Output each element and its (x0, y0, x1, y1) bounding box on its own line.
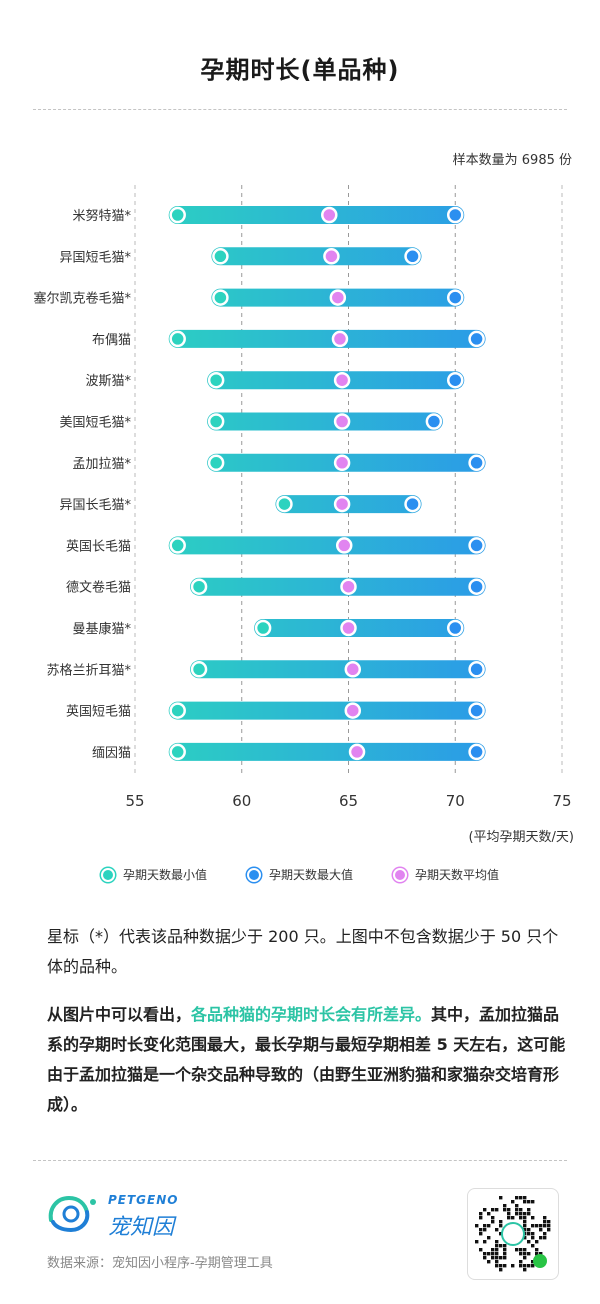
min-point (169, 206, 186, 224)
x-tick-label: 70 (446, 792, 465, 810)
legend-item-max: 孕期天数最大值 (246, 866, 353, 883)
min-point (169, 743, 186, 761)
max-point (468, 702, 485, 719)
avg-point (331, 330, 349, 348)
brand-name-en: PETGENO (108, 1193, 179, 1207)
max-point (468, 661, 485, 678)
category-label: 孟加拉猫* (72, 457, 131, 472)
max-point (404, 248, 421, 265)
x-tick-label: 55 (125, 792, 144, 810)
avg-point (340, 619, 357, 637)
min-point (254, 619, 272, 637)
x-axis-unit-label: (平均孕期天数/天) (468, 830, 574, 845)
avg-point (344, 702, 362, 719)
max-point (468, 578, 485, 595)
range-bar (168, 536, 486, 555)
min-point (212, 248, 229, 265)
avg-point (340, 578, 357, 595)
avg-point (333, 371, 351, 389)
category-label: 英国长毛猫 (66, 539, 131, 554)
category-label: 塞尔凯克卷毛猫* (33, 291, 131, 307)
max-point (447, 371, 464, 389)
avg-point (335, 537, 353, 554)
avg-point (321, 206, 338, 224)
category-label: 缅因猫 (92, 746, 131, 761)
min-point (169, 537, 186, 554)
chart-title: 孕期时长(单品种) (200, 56, 400, 84)
category-label: 布偶猫 (92, 333, 131, 348)
summary-part1: 从图片中可以看出， (47, 1005, 192, 1024)
legend-max-label: 孕期天数最大值 (268, 868, 353, 882)
footnote-text: 星标（*）代表该品种数据少于 200 只。上图中不包含数据少于 50 只个体的品… (47, 927, 559, 976)
max-point (447, 619, 464, 637)
min-point (190, 578, 208, 595)
min-point (169, 702, 186, 719)
x-tick-label: 65 (339, 792, 358, 810)
avg-point (329, 289, 347, 306)
min-point (212, 289, 229, 306)
max-point (404, 495, 421, 513)
legend-max-swatch (246, 867, 261, 882)
max-point (447, 289, 464, 306)
legend: 孕期天数最小值 孕期天数最大值 孕期天数平均值 (0, 866, 600, 883)
category-label: 曼基康猫* (72, 621, 131, 637)
range-bar (211, 247, 422, 266)
max-point (468, 743, 485, 761)
min-point (169, 330, 186, 348)
category-label: 苏格兰折耳猫* (46, 662, 131, 678)
range-bar (190, 577, 486, 596)
min-point (207, 413, 225, 430)
max-point (447, 206, 464, 224)
category-label: 德文卷毛猫 (66, 580, 131, 596)
summary-part2: 其中，孟加拉猫品系的孕期时长变化范围最大，最长孕期与最短孕期相差 5 天左右，这… (47, 1005, 566, 1114)
min-point (276, 495, 293, 513)
summary-paragraph: 从图片中可以看出，各品种猫的孕期时长会有所差异。其中，孟加拉猫品系的孕期时长变化… (47, 1000, 567, 1120)
range-bar (168, 329, 486, 348)
range-bar (207, 412, 443, 431)
legend-avg-label: 孕期天数平均值 (415, 868, 500, 882)
qr-code-icon (475, 1196, 551, 1272)
petgeno-logo-icon (48, 1195, 96, 1233)
range-bar (254, 619, 465, 637)
summary-highlight: 各品种猫的孕期时长会有所差异。 (191, 1005, 432, 1024)
min-point (207, 454, 225, 472)
category-label: 米努特猫* (72, 209, 131, 224)
range-bar (168, 742, 486, 761)
legend-min-label: 孕期天数最小值 (122, 868, 207, 882)
legend-min-swatch (100, 867, 115, 882)
legend-item-min: 孕期天数最小值 (100, 866, 207, 883)
category-label: 美国短毛猫* (59, 416, 131, 431)
x-tick-label: 75 (552, 792, 571, 810)
min-point (207, 371, 225, 389)
max-point (468, 330, 485, 348)
sample-size-note: 样本数量为 6985 份 (452, 153, 572, 168)
data-source: 数据来源：宠知因小程序-孕期管理工具 (47, 1256, 273, 1271)
range-bar (168, 701, 486, 720)
range-bar (190, 660, 486, 679)
category-label: 波斯猫* (85, 374, 131, 389)
avg-point (333, 454, 351, 472)
category-label: 异国长毛猫* (59, 498, 131, 513)
avg-point (323, 248, 340, 265)
legend-avg-swatch (393, 867, 407, 882)
min-point (190, 661, 208, 678)
max-point (468, 454, 485, 472)
avg-point (344, 661, 362, 678)
category-label: 英国短毛猫 (66, 705, 131, 720)
x-tick-label: 60 (232, 792, 251, 810)
avg-point (333, 413, 351, 430)
max-point (468, 537, 485, 554)
avg-point (348, 743, 366, 761)
qr-code[interactable] (467, 1188, 559, 1280)
divider (33, 109, 567, 110)
avg-point (333, 495, 351, 513)
range-bar (168, 206, 465, 224)
category-label: 异国短毛猫* (59, 250, 131, 265)
legend-item-avg: 孕期天数平均值 (393, 866, 499, 883)
footer-divider (33, 1160, 567, 1161)
max-point (425, 413, 443, 430)
brand-name-cn: 宠知因 (108, 1215, 175, 1240)
